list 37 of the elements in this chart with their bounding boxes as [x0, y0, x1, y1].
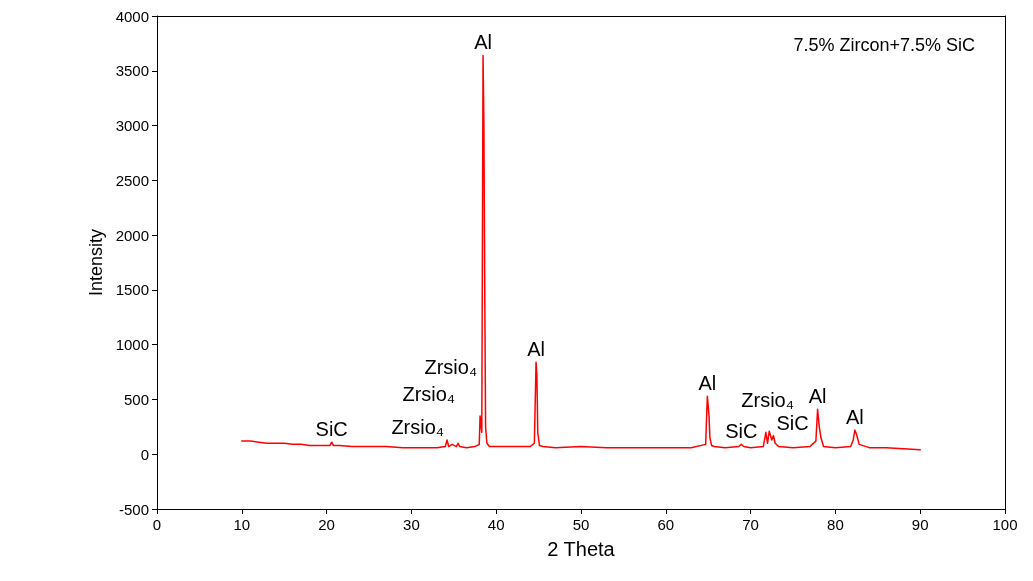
annotation: SiC [776, 411, 809, 434]
x-axis-title: 2 Theta [547, 538, 616, 560]
x-tick-label: 50 [572, 516, 590, 533]
annotation: SiC [725, 420, 758, 443]
y-tick-label: 1000 [115, 336, 149, 354]
y-tick-label: 0 [140, 445, 149, 463]
y-tick-label: 3000 [115, 117, 149, 135]
y-tick-label: 1500 [115, 281, 149, 299]
annotation: Zrsio₄ [741, 389, 794, 412]
line-series [241, 54, 921, 451]
x-tick-label: 60 [657, 516, 675, 533]
x-tick-label: 100 [992, 516, 1018, 533]
annotation: Zrsio₄ [424, 355, 478, 378]
annotation: Al [698, 372, 717, 395]
annotation: Zrsio₄ [391, 415, 445, 438]
y-tick-label: 500 [123, 390, 149, 408]
annotation: Zrsio₄ [402, 383, 456, 406]
x-tick-label: 80 [827, 516, 844, 533]
x-tick-label: 20 [318, 516, 335, 533]
x-tick-label: 0 [152, 516, 162, 533]
annotation: Al [808, 385, 827, 408]
annotation: Al [846, 406, 864, 429]
x-tick-label: 30 [403, 516, 420, 533]
y-tick-label: 3500 [115, 62, 149, 80]
annotation: Al [527, 338, 545, 361]
x-tick-label: 40 [487, 516, 505, 533]
x-tick-label: 10 [233, 516, 251, 533]
annotation: 7.5% Zircon+7.5% SiC [793, 35, 976, 55]
x-tick-label: 70 [742, 516, 759, 533]
y-tick-label: -500 [118, 500, 149, 518]
annotation: Al [474, 31, 492, 54]
y-tick-label: 2500 [115, 171, 149, 189]
y-tick-label: 2000 [115, 226, 149, 244]
y-axis-title: Intensity [85, 228, 106, 297]
y-tick-label: 4000 [115, 7, 149, 25]
annotation: SiC [315, 418, 348, 441]
x-tick-label: 90 [911, 516, 929, 533]
